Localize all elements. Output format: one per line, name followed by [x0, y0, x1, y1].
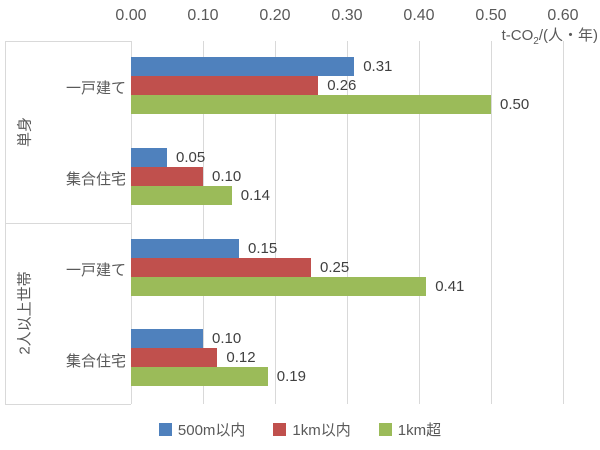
- legend-label: 500m以内: [177, 422, 246, 439]
- gridline: [347, 41, 348, 404]
- legend: 500m以内 1km以内 1km超: [0, 419, 600, 440]
- legend-swatch: [378, 423, 392, 436]
- bar-value-label: 0.19: [276, 368, 306, 386]
- category-axis-divider: [5, 41, 131, 42]
- gridline: [131, 41, 132, 404]
- gridline: [419, 41, 420, 404]
- bar-1km以内: [131, 348, 218, 368]
- gridline: [275, 41, 276, 404]
- category-label: 集合住宅: [65, 171, 126, 189]
- category-axis-divider: [5, 222, 131, 224]
- legend-item-500m以内: 500m以内: [158, 419, 246, 440]
- value-axis-tick-label: 0.60: [547, 7, 579, 24]
- bar-value-label: 0.50: [500, 96, 530, 113]
- axis-title-prefix: t-CO: [501, 27, 534, 44]
- bar-value-label: 0.10: [212, 167, 242, 185]
- legend-swatch: [158, 423, 172, 436]
- bar-value-label: 0.31: [363, 58, 393, 75]
- bar-1km超: [131, 95, 491, 114]
- bar-1km超: [131, 367, 268, 387]
- group-label: 2人以上世帯: [16, 271, 34, 355]
- value-axis-tick-label: 0.40: [403, 7, 435, 24]
- axis-title-subscript: 2: [533, 36, 539, 47]
- bar-500m以内: [131, 147, 167, 167]
- bar-1km超: [131, 276, 427, 296]
- bar-1km以内: [131, 166, 203, 186]
- legend-swatch: [273, 423, 287, 436]
- bar-500m以内: [131, 238, 239, 258]
- value-axis-tick-label: 0.50: [475, 7, 507, 24]
- group-label: 単身: [16, 116, 34, 147]
- legend-label: 1km以内: [292, 422, 351, 439]
- value-axis-tick-label: 0.10: [187, 7, 219, 24]
- bar-value-label: 0.10: [212, 330, 242, 348]
- category-label: 一戸建て: [65, 261, 126, 279]
- legend-item-1km超: 1km超: [378, 419, 442, 440]
- bar-value-label: 0.12: [226, 349, 256, 367]
- value-axis-tick-label: 0.00: [115, 7, 147, 24]
- value-axis-tick-label: 0.20: [259, 7, 291, 24]
- bar-500m以内: [131, 329, 203, 349]
- legend-label: 1km超: [397, 422, 442, 439]
- value-axis-tick-label: 0.30: [331, 7, 363, 24]
- bar-1km以内: [131, 257, 311, 277]
- bar-value-label: 0.14: [240, 186, 270, 204]
- bar-value-label: 0.25: [320, 258, 350, 276]
- bar-value-label: 0.26: [327, 77, 357, 94]
- category-label: 集合住宅: [65, 352, 126, 370]
- bar-value-label: 0.05: [176, 148, 206, 166]
- bar-1km超: [131, 185, 232, 205]
- gridline: [491, 41, 492, 404]
- gridline: [203, 41, 204, 404]
- bar-value-label: 0.15: [248, 239, 278, 257]
- value-axis-title: t-CO2/(人・年): [502, 24, 598, 47]
- bar-500m以内: [131, 57, 355, 76]
- category-axis-divider: [5, 404, 131, 405]
- legend-item-1km以内: 1km以内: [273, 419, 351, 440]
- bar-value-label: 0.41: [435, 277, 465, 295]
- axis-title-suffix: /(人・年): [538, 27, 598, 44]
- bar-1km以内: [131, 76, 319, 95]
- gridline: [563, 41, 564, 404]
- category-label: 一戸建て: [65, 80, 126, 98]
